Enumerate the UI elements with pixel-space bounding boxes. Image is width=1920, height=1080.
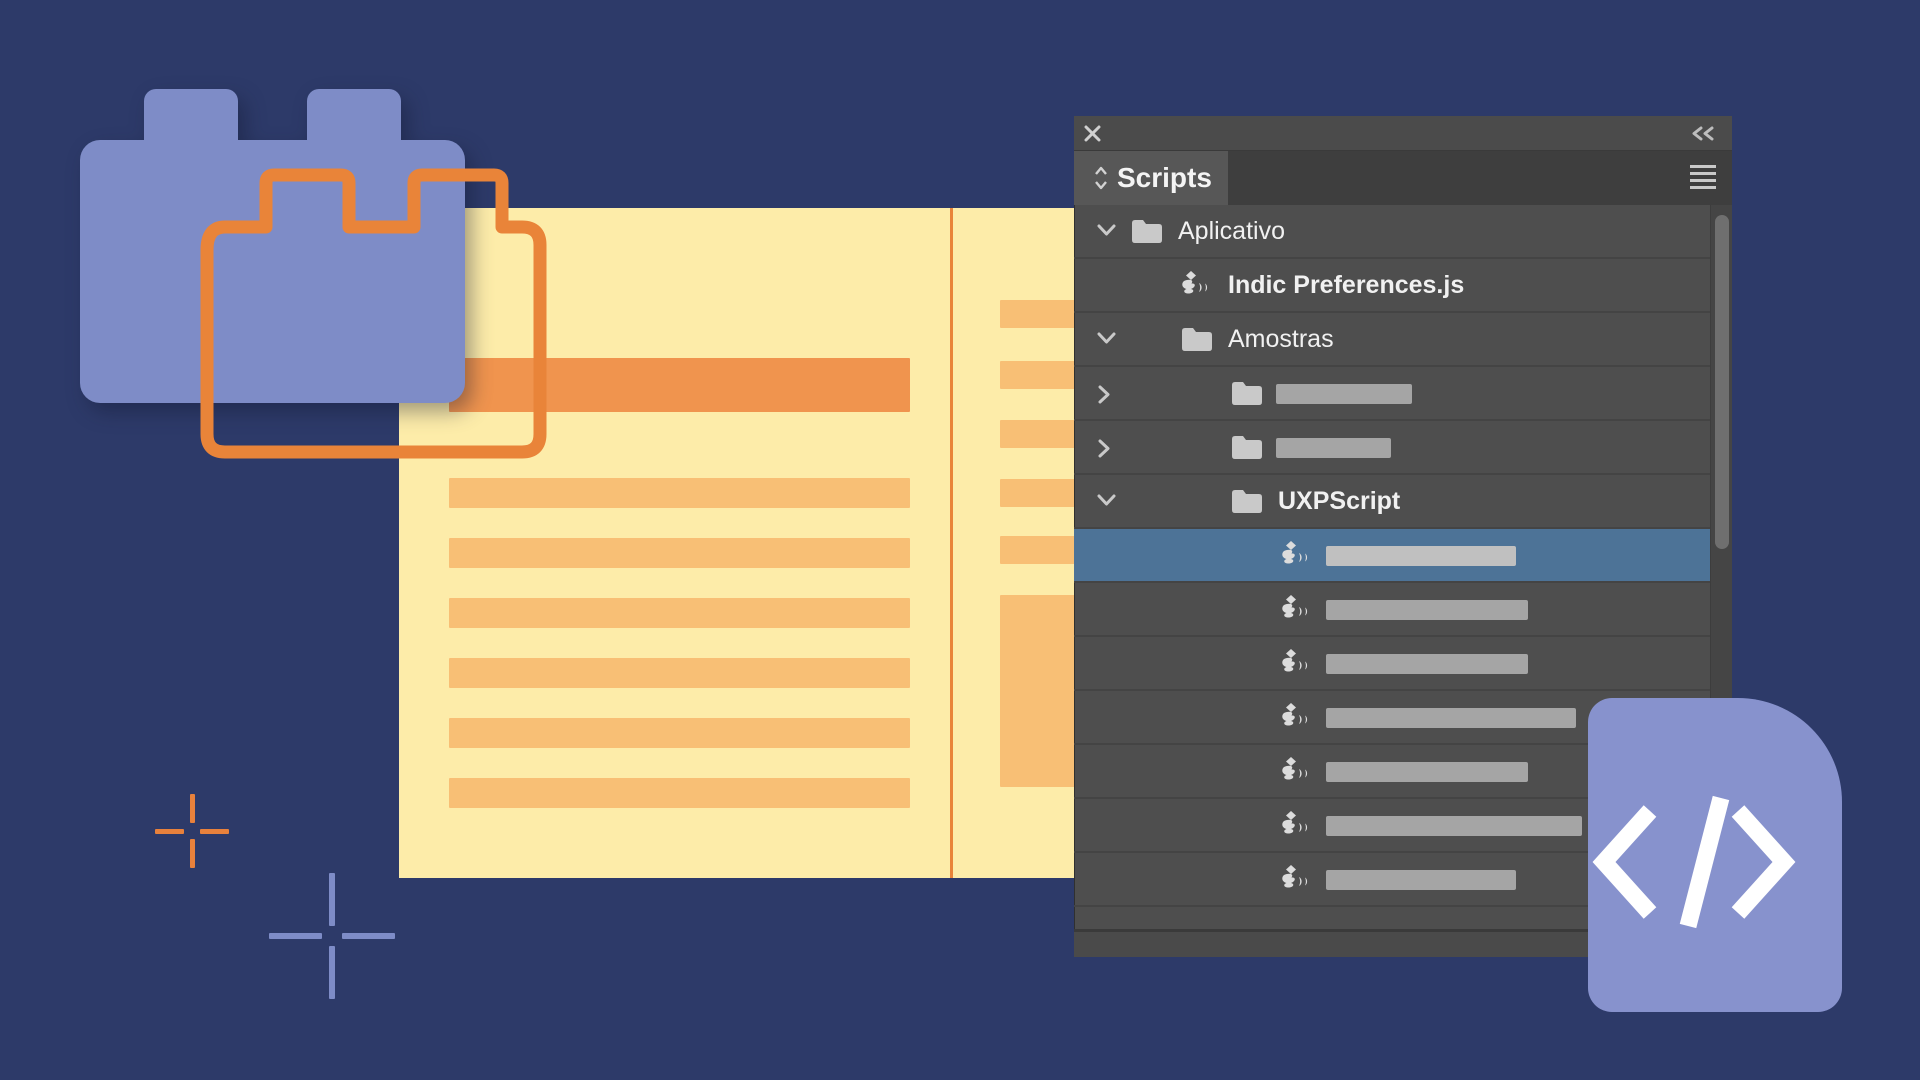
script-row[interactable] [1074,799,1710,853]
registration-mark [155,828,184,834]
registration-mark [189,794,195,823]
chevron-down-icon[interactable] [1097,493,1116,513]
script-file-icon [1280,865,1311,900]
panel-menu-icon[interactable] [1690,165,1716,189]
script-file-icon [1280,649,1311,684]
registration-mark [200,828,229,834]
folder-icon [1230,487,1264,520]
script-file-icon [1180,271,1211,306]
registration-mark [329,873,335,926]
script-row[interactable] [1074,853,1710,907]
chevron-down-icon[interactable] [1097,331,1116,351]
script-row[interactable]: Indic Preferences.js [1074,259,1710,313]
folder-icon [1180,325,1214,358]
page-spine-line [950,208,953,878]
panel-tab-label: Scripts [1117,162,1212,193]
filename-placeholder-bar [1326,708,1576,728]
script-file-icon [1280,757,1311,792]
document-illustration [399,208,1100,878]
tree-item-label: Indic Preferences.js [1228,271,1465,299]
registration-mark [269,933,322,939]
tab-scripts[interactable]: Scripts [1074,151,1228,205]
script-row[interactable] [1074,529,1710,583]
filename-placeholder-bar [1276,438,1391,458]
chevron-right-icon[interactable] [1097,385,1112,409]
tree-item-label: Amostras [1228,325,1334,353]
filename-placeholder-bar [1326,816,1582,836]
heading-bar [449,358,910,412]
script-file-icon [1280,703,1311,738]
collapse-panel-icon[interactable] [1690,126,1716,141]
script-row[interactable] [1074,583,1710,637]
scrollbar-thumb[interactable] [1715,215,1729,549]
text-line-bar [449,598,910,628]
folder-row[interactable]: Amostras [1074,313,1710,367]
scripts-tree: Aplicativo Indic Preferences.js Amostras UX… [1074,205,1732,929]
script-row[interactable] [1074,637,1710,691]
text-line-bar [449,658,910,688]
folder-row[interactable] [1074,421,1710,475]
filename-placeholder-bar [1326,654,1528,674]
folder-row[interactable]: Aplicativo [1074,205,1710,259]
chevron-down-icon[interactable] [1097,223,1116,243]
tree-item-label: Aplicativo [1178,217,1285,245]
panel-titlebar [1074,116,1732,151]
tree-item-label: UXPScript [1278,487,1401,515]
panel-flip-icon [1095,166,1107,190]
code-icon [1592,795,1796,929]
script-file-icon [1280,595,1311,630]
registration-mark [189,839,195,868]
text-line-bar [449,538,910,568]
filename-placeholder-bar [1326,600,1528,620]
folder-icon [1230,379,1264,412]
filename-placeholder-bar [1276,384,1412,404]
folder-row[interactable]: UXPScript [1074,475,1710,529]
script-file-icon [1280,811,1311,846]
chevron-right-icon[interactable] [1097,439,1112,463]
text-line-bar [449,778,910,808]
filename-placeholder-bar [1326,870,1516,890]
text-line-bar [449,718,910,748]
folder-icon [1230,433,1264,466]
folder-row[interactable] [1074,367,1710,421]
registration-mark [329,946,335,999]
script-file-icon [1280,541,1311,576]
script-row[interactable] [1074,691,1710,745]
registration-mark [342,933,395,939]
folder-icon [1130,217,1164,250]
text-line-bar [449,478,910,508]
panel-tabs-shape-outline [200,168,547,459]
code-file-badge [1588,698,1842,1012]
filename-placeholder-bar [1326,762,1528,782]
filename-placeholder-bar [1326,546,1516,566]
panel-tab-bar: Scripts [1074,151,1732,205]
script-row[interactable] [1074,745,1710,799]
close-icon[interactable] [1084,125,1101,142]
